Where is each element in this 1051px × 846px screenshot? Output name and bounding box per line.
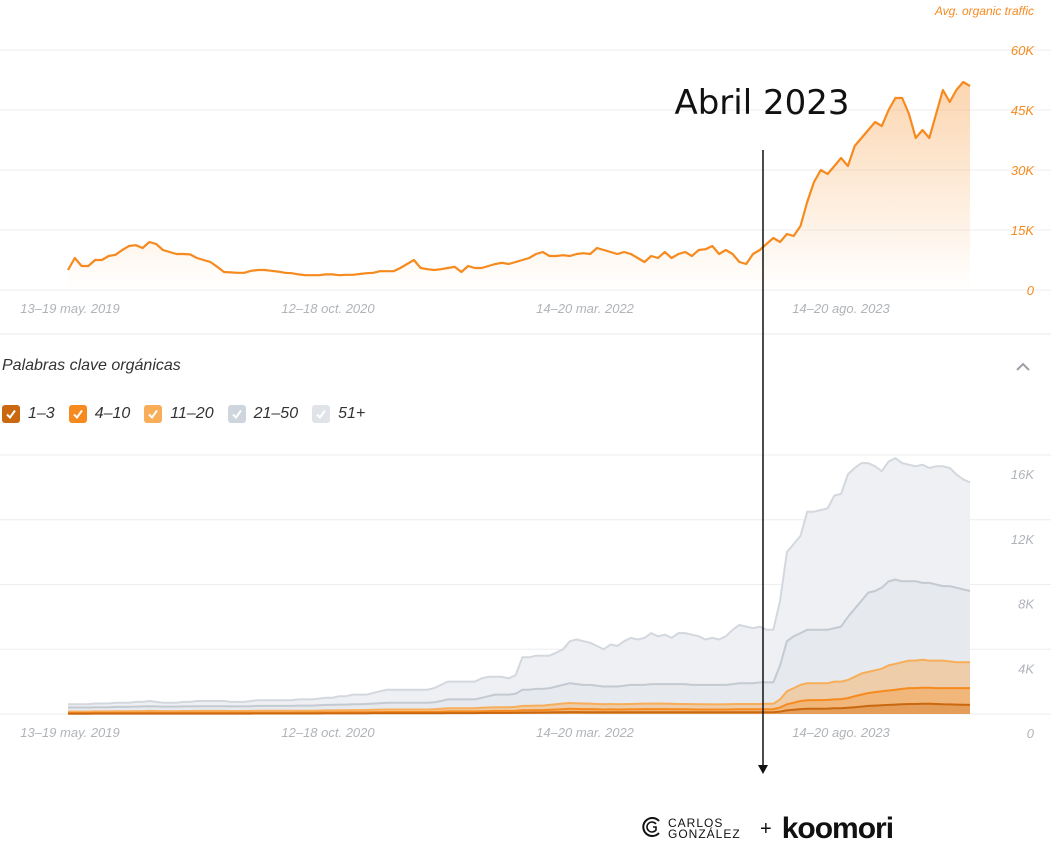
footer-plus: +: [760, 817, 772, 840]
keywords-area-1-3: [68, 703, 970, 714]
y-tick-label: 12K: [1011, 532, 1035, 547]
legend-label: 51+: [338, 405, 366, 422]
series-label: Avg. organic traffic: [934, 4, 1034, 18]
y-tick-label: 30K: [1011, 163, 1035, 178]
keywords-line-21-50: [68, 578, 971, 709]
checkbox-checked-icon[interactable]: [2, 405, 20, 423]
checkbox-checked-icon[interactable]: [68, 405, 87, 423]
checkbox-checked-icon[interactable]: [227, 405, 246, 423]
legend-label: 4–10: [94, 405, 131, 422]
checkbox-checked-icon[interactable]: [312, 405, 331, 423]
y-tick-label: 16K: [1011, 467, 1035, 482]
y-tick-label: 8K: [1018, 597, 1035, 612]
legend-item[interactable]: 51+: [312, 405, 365, 423]
keywords-area-21-50: [68, 579, 970, 714]
y-tick-label: 4K: [1018, 661, 1035, 676]
koomori-wordmark: koomori: [781, 812, 894, 845]
x-tick-label: 12–18 oct. 2020: [281, 301, 375, 316]
keywords-legend: 1–3 4–10 11–20 21–50 51+: [2, 405, 379, 423]
keywords-line-1-3: [68, 702, 971, 715]
collapse-chevron-icon[interactable]: [1012, 356, 1034, 378]
keywords-area-51-: [68, 458, 970, 714]
carlos-gonzalez-logo-icon: [640, 815, 664, 844]
x-tick-label: 13–19 may. 2019: [20, 725, 120, 740]
legend-label: 21–50: [253, 405, 299, 422]
footer-brands: CARLOS GONZÁLEZ + koomori: [640, 812, 894, 846]
y-tick-label: 60K: [1011, 43, 1035, 58]
x-tick-label: 13–19 may. 2019: [20, 301, 120, 316]
x-tick-label: 14–20 ago. 2023: [792, 725, 890, 740]
keywords-line-11-20: [68, 658, 970, 713]
x-tick-label: 14–20 ago. 2023: [792, 301, 890, 316]
organic-traffic-chart: 0 15K 30K 45K 60K 13–19 may. 2019 12–18 oct. 2…: [0, 4, 1051, 335]
legend-item[interactable]: 11–20: [144, 405, 214, 423]
annotation-arrow-head: [758, 765, 768, 774]
traffic-area: [68, 82, 970, 290]
y-tick-label: 0: [1027, 726, 1035, 741]
keywords-area-11-20: [68, 659, 970, 714]
carlos-gonzalez-wordmark: CARLOS GONZÁLEZ: [668, 816, 741, 841]
y-tick-label: 45K: [1011, 103, 1035, 118]
x-tick-label: 14–20 mar. 2022: [536, 301, 635, 316]
checkbox-checked-icon[interactable]: [144, 405, 163, 423]
legend-item[interactable]: 21–50: [227, 405, 299, 423]
keywords-line-51-: [68, 457, 971, 706]
y-tick-label: 15K: [1011, 223, 1035, 238]
legend-label: 11–20: [170, 405, 214, 422]
legend-item[interactable]: 1–3: [2, 405, 55, 423]
keywords-section-title: Palabras clave orgánicas: [2, 357, 181, 374]
legend-item[interactable]: 4–10: [68, 405, 131, 423]
traffic-line: [67, 80, 971, 277]
x-tick-label: 12–18 oct. 2020: [281, 725, 375, 740]
legend-label: 1–3: [28, 405, 55, 422]
april-2023-annotation: Abril 2023: [674, 83, 850, 774]
annotation-label: Abril 2023: [674, 83, 849, 123]
x-tick-label: 14–20 mar. 2022: [536, 725, 635, 740]
y-tick-label: 0: [1027, 283, 1035, 298]
organic-keywords-chart: 0 4K 8K 12K 16K 13–19 may. 2019 12–18 oct. 202…: [0, 454, 1051, 741]
keywords-area-4-10: [68, 687, 970, 714]
